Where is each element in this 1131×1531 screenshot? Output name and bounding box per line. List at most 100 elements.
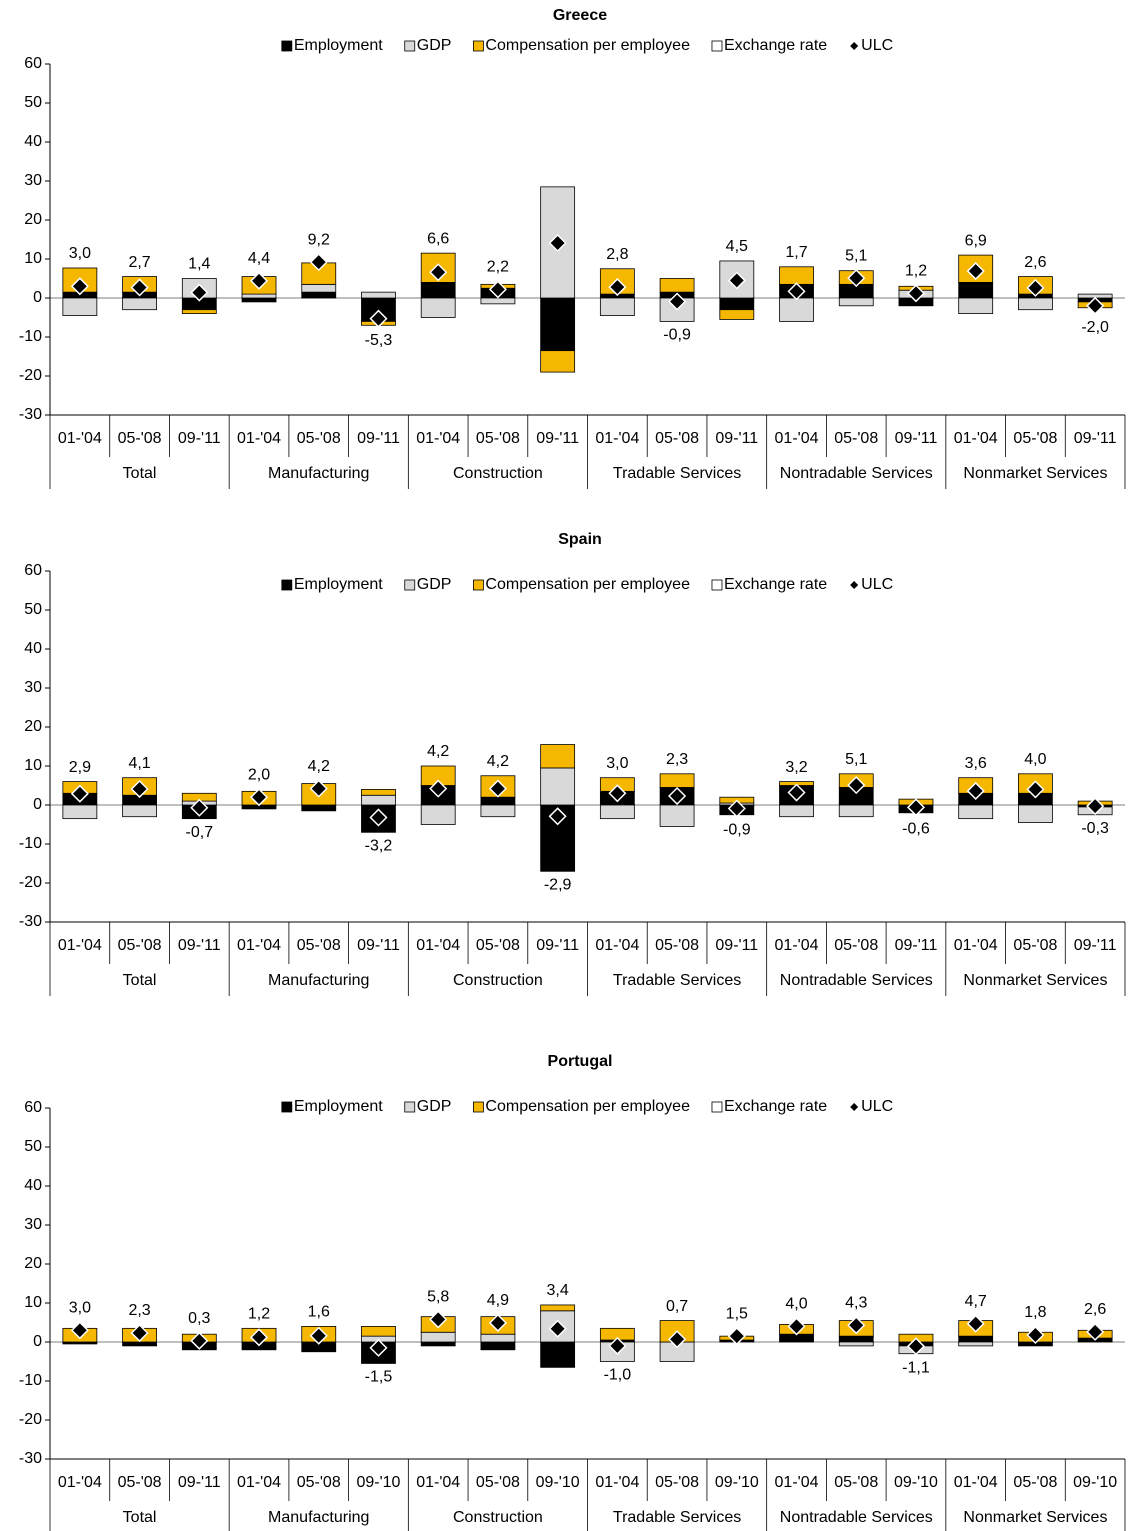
bar-segment: [659, 278, 695, 293]
ulc-marker: [608, 278, 627, 297]
ulc-marker: [906, 284, 926, 303]
legend-swatch: [404, 579, 416, 591]
bar-segment: [779, 297, 814, 322]
y-tick-label: 0: [33, 1333, 42, 1350]
legend: Employment GDP Compensation per employee Ex…: [281, 37, 893, 54]
legend-marker: [850, 581, 859, 589]
x-tick-label: 05-'08: [834, 430, 878, 447]
ulc-marker: [190, 798, 209, 817]
bar-segment: [540, 350, 576, 373]
bar-segment: [241, 293, 277, 299]
legend-marker: [850, 42, 859, 50]
data-label: 3,0: [606, 755, 628, 772]
x-tick-label: 01-'04: [595, 937, 639, 954]
x-tick-label: 05-'08: [1013, 430, 1057, 447]
ulc-marker: [1026, 278, 1045, 297]
x-tick-label: 01-'04: [416, 937, 460, 954]
y-tick-label: 20: [24, 1255, 42, 1272]
x-tick-label: 01-'04: [237, 937, 281, 954]
ulc-marker: [488, 779, 507, 798]
ulc-marker: [668, 1330, 687, 1349]
data-label: 4,0: [785, 1296, 807, 1313]
ulc-marker: [1026, 780, 1045, 799]
data-label: 1,5: [726, 1305, 748, 1322]
y-tick-label: 50: [24, 1138, 42, 1155]
data-label: 4,9: [487, 1292, 509, 1309]
bar-segment: [480, 804, 516, 818]
x-tick-label: 09-'11: [536, 937, 579, 954]
y-tick-label: -30: [19, 1450, 42, 1467]
bar-segment: [181, 309, 217, 315]
x-tick-label: 05-'08: [476, 1474, 520, 1491]
legend-swatch: [711, 40, 723, 52]
x-tick-label: 01-'04: [775, 1474, 819, 1491]
chart-title: Portugal: [548, 1053, 613, 1070]
bar-segment: [301, 804, 337, 812]
ulc-marker: [369, 808, 388, 827]
data-label: 4,3: [845, 1294, 867, 1311]
data-label: -1,5: [365, 1369, 393, 1386]
ulc-marker: [906, 798, 926, 817]
ulc-marker: [787, 282, 806, 301]
data-label: 5,1: [845, 247, 867, 264]
ulc-marker: [429, 263, 448, 282]
bar-segment: [361, 1326, 396, 1337]
y-tick-label: 10: [24, 757, 42, 774]
x-tick-label: 09-'11: [178, 937, 221, 954]
ulc-marker: [1086, 296, 1105, 315]
ulc-marker: [548, 1319, 567, 1338]
y-tick-label: 0: [33, 796, 42, 813]
data-label: -0,7: [186, 824, 214, 841]
x-tick-label: 05-'08: [476, 937, 520, 954]
bar-segment: [838, 804, 874, 818]
x-tick-label: 01-'04: [775, 937, 819, 954]
chart-title: Spain: [558, 531, 602, 548]
group-label: Manufacturing: [268, 1509, 369, 1526]
bar-segment: [599, 297, 635, 316]
ulc-marker: [70, 277, 89, 296]
x-tick-label: 05-'08: [834, 1474, 878, 1491]
bar-segment: [719, 297, 755, 311]
data-label: 4,2: [308, 758, 330, 775]
bar-segment: [361, 789, 396, 796]
legend-marker: [850, 1103, 859, 1111]
y-tick-label: -20: [19, 367, 42, 384]
x-tick-label: 01-'04: [954, 937, 998, 954]
bar-segment: [779, 266, 814, 285]
x-tick-label: 09-'10: [894, 1474, 938, 1491]
y-tick-label: 60: [24, 55, 42, 72]
bar-segment: [361, 794, 396, 806]
x-tick-label: 09-'11: [715, 430, 758, 447]
group-label: Tradable Services: [613, 972, 741, 989]
legend-label: GDP: [417, 1098, 452, 1115]
legend-label: Compensation per employee: [485, 1098, 690, 1115]
ulc-marker: [429, 1310, 448, 1329]
data-label: 1,2: [905, 263, 927, 280]
x-tick-label: 01-'04: [416, 430, 460, 447]
ulc-marker: [369, 1338, 388, 1357]
x-tick-label: 05-'08: [1013, 1474, 1057, 1491]
data-label: 5,1: [845, 751, 867, 768]
bar-segment: [301, 291, 337, 299]
x-tick-label: 05-'08: [834, 937, 878, 954]
y-tick-label: 50: [24, 601, 42, 618]
bar-segment: [958, 1335, 994, 1343]
x-tick-label: 09-'11: [895, 937, 938, 954]
x-tick-label: 01-'04: [775, 430, 819, 447]
x-tick-label: 09-'10: [536, 1474, 580, 1491]
bar-segment: [719, 309, 755, 320]
group-label: Construction: [453, 972, 543, 989]
x-tick-label: 05-'08: [118, 430, 162, 447]
data-label: -1,1: [902, 1360, 930, 1377]
ulc-marker: [309, 1326, 328, 1345]
ulc-marker: [249, 271, 269, 290]
bar-segment: [122, 804, 157, 818]
bar-segment: [62, 804, 98, 820]
data-label: -0,9: [663, 327, 691, 344]
data-label: 4,2: [487, 753, 509, 770]
data-label: 1,7: [785, 244, 807, 261]
x-tick-label: 09-'11: [1074, 937, 1117, 954]
bar-segment: [1018, 804, 1053, 823]
ulc-marker: [966, 262, 985, 281]
bar-segment: [958, 297, 994, 315]
